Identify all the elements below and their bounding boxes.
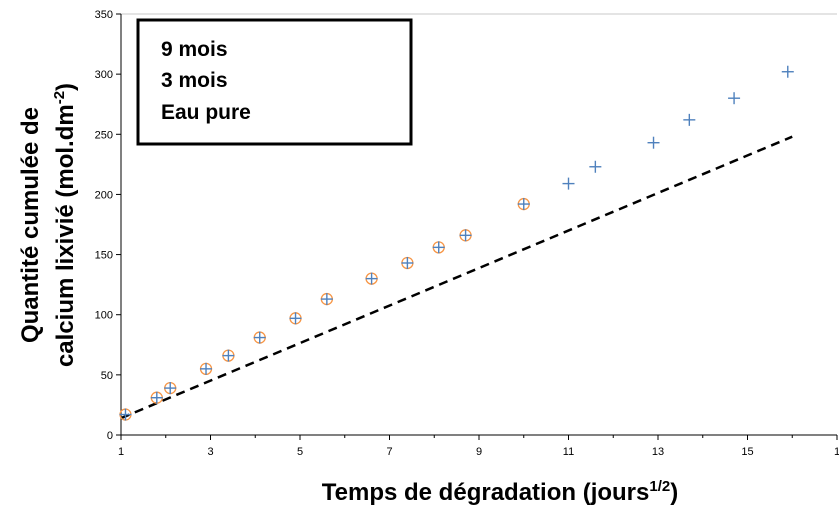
legend-box <box>136 18 413 146</box>
point-9-mois <box>589 160 602 173</box>
point-9-mois <box>401 256 414 269</box>
point-9-mois <box>459 229 472 242</box>
y-axis-title-line2: calcium lixivié (mol.dm-2) <box>51 83 79 367</box>
y-tick-label: 100 <box>95 310 113 322</box>
y-tick-label: 150 <box>95 250 113 262</box>
series-eau-pure-line <box>120 135 793 420</box>
y-axis-title-line1: Quantité cumulée de <box>17 107 44 343</box>
point-9-mois <box>728 92 741 105</box>
y-ticks: 0 50 100 150 200 250 300 350 <box>95 9 121 442</box>
x-tick-label: 11 <box>563 446 574 458</box>
y-tick-label: 200 <box>95 189 113 201</box>
x-tick-label: 1 <box>834 446 839 458</box>
legend: 9 mois 3 mois Eau pure <box>136 18 413 146</box>
point-9-mois <box>150 391 163 404</box>
y-axis-title-sup: -2 <box>51 91 68 104</box>
point-9-mois <box>320 293 333 306</box>
y-tick-label: 300 <box>95 69 113 81</box>
point-9-mois <box>781 65 794 78</box>
x-tick-label: 7 <box>386 446 392 458</box>
y-tick-label: 350 <box>95 9 113 21</box>
x-tick-label: 1 <box>118 446 124 458</box>
y-axis-title: Quantité cumulée de calcium lixivié (mol… <box>17 83 79 367</box>
point-9-mois <box>200 362 213 375</box>
point-9-mois <box>253 331 266 344</box>
legend-entry-eau-pure: Eau pure <box>161 101 251 124</box>
point-9-mois <box>289 312 302 325</box>
point-9-mois <box>517 198 530 211</box>
point-9-mois <box>432 241 445 254</box>
x-tick-label: 15 <box>741 446 753 458</box>
point-9-mois <box>647 136 660 149</box>
point-9-mois <box>222 349 235 362</box>
point-9-mois <box>365 272 378 285</box>
point-9-mois <box>119 408 132 421</box>
series-layer <box>119 65 794 421</box>
y-tick-label: 50 <box>101 370 113 382</box>
x-tick-label: 13 <box>652 446 664 458</box>
y-tick-label: 250 <box>95 129 113 141</box>
y-tick-label: 0 <box>107 430 113 442</box>
x-axis-title-main: Temps de dégradation (jours <box>322 479 650 506</box>
legend-entry-3-mois: 3 mois <box>161 69 228 92</box>
x-tick-label: 9 <box>476 446 482 458</box>
x-ticks: 1 3 5 7 9 11 13 15 1 <box>118 435 839 458</box>
x-tick-label: 3 <box>207 446 213 458</box>
x-axis-title-end: ) <box>670 479 678 506</box>
y-axis-title-end: ) <box>52 83 79 91</box>
point-9-mois <box>683 113 696 126</box>
point-9-mois <box>562 177 575 190</box>
point-9-mois <box>164 382 177 395</box>
legend-entry-9-mois: 9 mois <box>161 38 228 61</box>
x-tick-label: 5 <box>297 446 303 458</box>
x-axis-title-sup: 1/2 <box>649 478 670 495</box>
y-axis-title-line2-main: calcium lixivié (mol.dm <box>52 104 79 367</box>
x-axis-title: Temps de dégradation (jours1/2) <box>322 478 678 506</box>
